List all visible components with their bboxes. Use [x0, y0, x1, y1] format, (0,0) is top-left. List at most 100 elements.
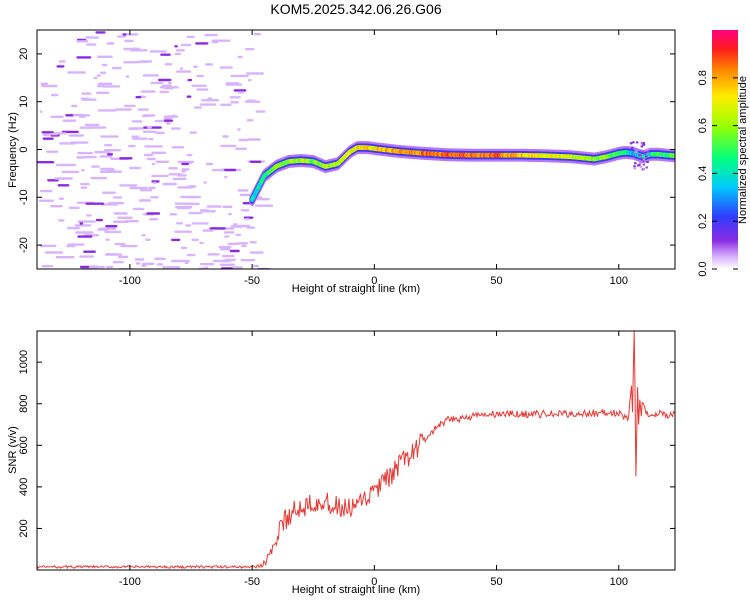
noise-speckle [80, 182, 90, 186]
noise-speckle [99, 155, 113, 158]
colorbar-tick-label: 0.0 [697, 261, 709, 276]
x-tick-label: 50 [490, 275, 502, 287]
noise-speckle [140, 90, 156, 93]
noise-speckle [203, 181, 207, 184]
noise-speckle [61, 170, 80, 174]
noise-speckle [54, 177, 73, 180]
noise-speckle [187, 78, 193, 82]
noise-speckle [134, 60, 148, 64]
noise-speckle [171, 127, 181, 130]
disturbance-speckle [645, 166, 648, 169]
noise-speckle [228, 212, 232, 216]
disturbance-speckle [633, 165, 636, 168]
noise-speckle [205, 162, 214, 166]
disturbance-speckle [641, 160, 645, 163]
noise-speckle [233, 89, 247, 92]
noise-speckle [95, 218, 103, 222]
noise-speckle [145, 238, 151, 241]
noise-speckle [141, 262, 153, 266]
noise-speckle [150, 81, 164, 85]
noise-speckle [168, 167, 178, 170]
noise-speckle [219, 263, 235, 266]
disturbance-speckle [643, 152, 647, 155]
noise-speckle [128, 127, 145, 130]
noise-speckle [235, 147, 248, 150]
noise-speckle [249, 251, 264, 254]
noise-speckle [240, 209, 250, 212]
colorbar-ticks: 0.0 0.2 0.4 0.6 0.8 [697, 70, 738, 277]
noise-speckle [129, 186, 148, 190]
noise-speckle [80, 186, 88, 189]
noise-speckle [119, 184, 138, 187]
snr-series-line [37, 331, 675, 570]
noise-speckle [237, 91, 245, 94]
x-tick-label: 50 [490, 576, 502, 588]
noise-speckle [129, 166, 141, 170]
noise-speckle [67, 71, 86, 74]
noise-speckle [68, 134, 85, 137]
disturbance-speckle [639, 165, 643, 168]
disturbance-speckle [633, 167, 636, 170]
noise-speckle [230, 225, 243, 228]
noise-speckle [105, 168, 115, 172]
noise-speckle [164, 63, 173, 66]
disturbance-speckle [642, 142, 645, 144]
noise-speckle [50, 93, 59, 97]
noise-speckle [171, 259, 190, 263]
snr-panel: -100 -50 0 50 100 200 400 600 800 1000 Height of … [7, 330, 676, 596]
noise-speckle [113, 196, 123, 199]
x-tick-label: 0 [371, 576, 377, 588]
disturbance-speckle [642, 163, 646, 166]
noise-speckle [61, 130, 79, 134]
noise-speckle [204, 33, 218, 37]
x-tick-label: 100 [610, 576, 628, 588]
disturbance-speckle [631, 146, 634, 149]
noise-speckle [132, 137, 148, 140]
disturbance-speckle [646, 161, 649, 163]
noise-speckle [97, 109, 117, 112]
noise-speckle [191, 238, 199, 241]
colorbar-label: Normalized spectral amplitude [737, 76, 749, 224]
noise-speckle [150, 196, 159, 199]
noise-speckle [135, 96, 142, 99]
noise-speckle [57, 184, 70, 187]
noise-speckle [223, 231, 235, 234]
noise-speckle [125, 220, 139, 223]
noise-speckle [172, 177, 187, 181]
noise-speckle [144, 145, 163, 148]
noise-speckle [38, 199, 54, 202]
disturbance-speckle [639, 153, 642, 156]
noise-speckle [67, 243, 85, 246]
noise-speckle [195, 42, 209, 45]
noise-speckle [180, 195, 196, 199]
noise-speckle [95, 31, 106, 34]
noise-speckle [107, 153, 114, 156]
noise-speckle [196, 88, 209, 91]
disturbance-speckle [646, 151, 650, 154]
noise-speckle [249, 241, 257, 244]
noise-speckle [130, 47, 141, 51]
noise-speckle [222, 135, 229, 138]
colorbar: 0.0 0.2 0.4 0.6 0.8 Normalized spectral ampl… [697, 30, 749, 277]
noise-speckle [50, 115, 64, 118]
noise-speckle [116, 220, 123, 223]
disturbance-speckle [641, 150, 644, 153]
y-tick-label: 10 [18, 96, 30, 108]
noise-speckle [99, 170, 115, 173]
ridge-core [672, 153, 675, 158]
chart-title: KOM5.2025.342.06.26.G06 [270, 1, 441, 17]
noise-speckle [91, 165, 100, 168]
noise-speckle [230, 74, 249, 78]
noise-speckle [224, 175, 228, 179]
noise-speckle [105, 253, 123, 256]
y-tick-label: 400 [18, 478, 30, 496]
noise-speckle [186, 153, 193, 157]
x-tick-label: 100 [610, 275, 628, 287]
y-tick-label: -10 [18, 189, 30, 205]
noise-speckle [165, 122, 171, 125]
y-tick-label: 1000 [18, 350, 30, 374]
noise-speckle [66, 226, 80, 230]
noise-speckle [235, 233, 242, 237]
noise-speckle [99, 71, 107, 74]
colorbar-tick-label: 0.4 [697, 166, 709, 181]
